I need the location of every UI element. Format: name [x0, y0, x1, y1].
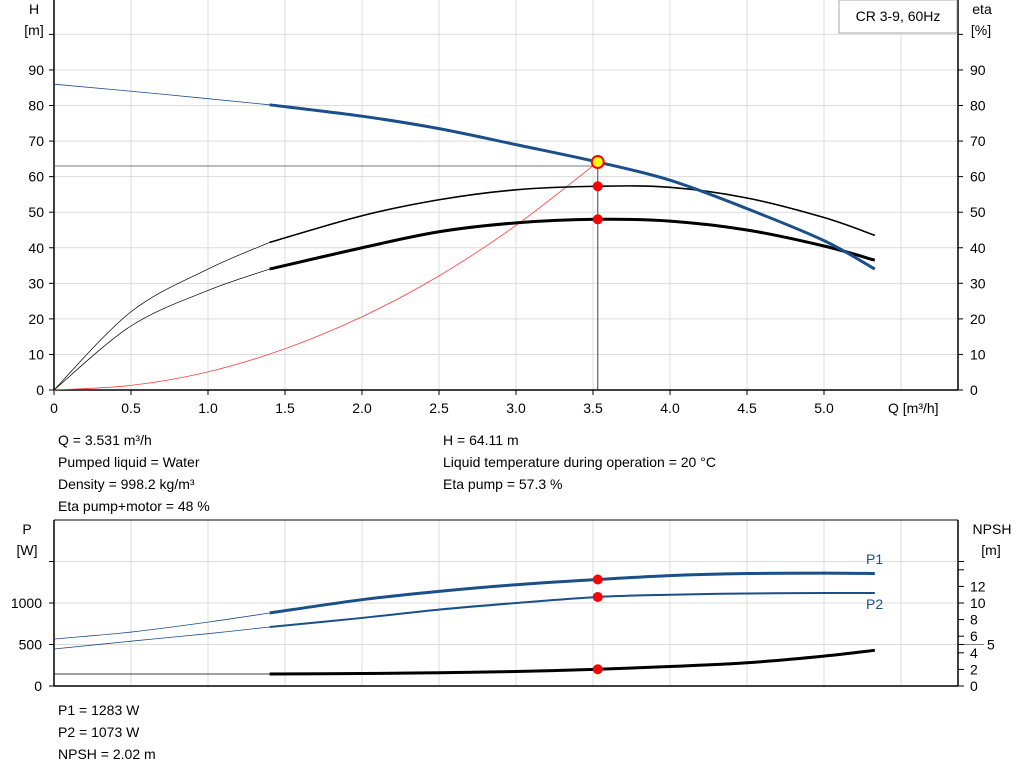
- y-tick-label: 90: [28, 62, 44, 78]
- legend-box: [838, 0, 958, 34]
- y-tick-label: 70: [28, 133, 44, 149]
- npsh-point: [592, 664, 603, 675]
- eta-pump-curve: [269, 185, 876, 244]
- x-tick-label: 4.5: [737, 400, 757, 416]
- info-liquid: Pumped liquid = Water: [58, 454, 200, 470]
- x-tick-label: 3.5: [583, 400, 603, 416]
- info-temperature: Liquid temperature during operation = 20…: [443, 454, 716, 470]
- chart-title: CR 3-9, 60Hz: [856, 8, 941, 24]
- x-tick-label: 3.0: [506, 400, 526, 416]
- p-axis-label: P: [22, 521, 31, 537]
- y-tick-label: 80: [28, 98, 44, 114]
- p1-thin: [53, 612, 270, 640]
- info-p1: P1 = 1283 W: [58, 702, 140, 718]
- y-right-tick-label: 50: [970, 204, 986, 220]
- p2-thin: [53, 626, 270, 650]
- npsh-tick-label: 4: [970, 645, 978, 661]
- p-axis-unit: [W]: [17, 542, 38, 558]
- y-tick-label: 40: [28, 240, 44, 256]
- x-tick-label: 0.5: [121, 400, 141, 416]
- p1-point: [592, 574, 603, 585]
- x-tick-label: 0: [50, 400, 58, 416]
- y-right-tick-label: 70: [970, 133, 986, 149]
- info-col2: H = 64.11 m Liquid temperature during op…: [443, 429, 716, 495]
- p2-curve: [269, 592, 875, 628]
- info-eta-pump: Eta pump = 57.3 %: [443, 476, 563, 492]
- info-h: H = 64.11 m: [443, 432, 519, 448]
- duty-point: [590, 155, 605, 170]
- info-q: Q = 3.531 m³/h: [58, 432, 152, 448]
- info-bottom: P1 = 1283 W P2 = 1073 W NPSH = 2.02 m: [58, 699, 156, 765]
- y-right-tick-label: 80: [970, 98, 986, 114]
- npsh-curve: [269, 648, 875, 676]
- info-col1: Q = 3.531 m³/h Pumped liquid = Water Den…: [58, 429, 210, 517]
- y-axis-unit: [m]: [24, 22, 43, 38]
- p-tick-label: 1000: [11, 595, 42, 611]
- y-right-tick-label: 40: [970, 240, 986, 256]
- npsh-tick-label: 5: [987, 637, 995, 653]
- eta-pump-motor-point: [592, 214, 603, 225]
- y-tick-label: 60: [28, 169, 44, 185]
- y-right-tick-label: 60: [970, 169, 986, 185]
- eta-pump-thin: [53, 242, 270, 391]
- y-right-tick-label: 30: [970, 275, 986, 291]
- y-right-tick-label: 90: [970, 62, 986, 78]
- y-right-axis-unit: [%]: [971, 22, 991, 38]
- x-axis-label: Q [m³/h]: [888, 400, 939, 416]
- y-right-tick-label: 0: [970, 382, 978, 398]
- eta-pump-motor-thin: [53, 268, 270, 391]
- y-axis-label: H: [29, 1, 39, 17]
- p1-label: P1: [866, 551, 883, 567]
- npsh-axis-label: NPSH: [973, 521, 1012, 537]
- y-tick-label: 20: [28, 311, 44, 327]
- p-tick-label: 500: [19, 637, 43, 653]
- npsh-tick-label: 6: [970, 628, 978, 644]
- eta-pump-motor-curve: [269, 217, 876, 271]
- y-tick-label: 30: [28, 275, 44, 291]
- npsh-tick-label: 0: [970, 678, 978, 694]
- info-density: Density = 998.2 kg/m³: [58, 476, 195, 492]
- x-tick-label: 2.0: [352, 400, 372, 416]
- p2-point: [592, 591, 603, 602]
- x-tick-label: 2.5: [429, 400, 449, 416]
- npsh-axis-unit: [m]: [981, 542, 1000, 558]
- x-tick-label: 5.0: [814, 400, 834, 416]
- info-eta-pump-motor: Eta pump+motor = 48 %: [58, 498, 210, 514]
- y-tick-label: 0: [36, 382, 44, 398]
- y-tick-label: 10: [28, 346, 44, 362]
- p2-label: P2: [866, 596, 883, 612]
- head-thin: [53, 83, 270, 106]
- eta-pump-point: [592, 181, 603, 192]
- npsh-tick-label: 2: [970, 661, 978, 677]
- npsh-tick-label: 8: [970, 612, 978, 628]
- y-right-axis-label: eta: [972, 1, 992, 17]
- y-right-tick-label: 10: [970, 346, 986, 362]
- x-tick-label: 1.0: [198, 400, 218, 416]
- x-tick-label: 1.5: [275, 400, 295, 416]
- x-tick-label: 4.0: [660, 400, 680, 416]
- npsh-tick-label: 10: [970, 595, 986, 611]
- system-curve: [53, 161, 599, 391]
- npsh-tick-label: 12: [970, 578, 986, 594]
- p-tick-label: 0: [34, 678, 42, 694]
- y-right-tick-label: 20: [970, 311, 986, 327]
- y-tick-label: 50: [28, 204, 44, 220]
- info-p2: P2 = 1073 W: [58, 724, 140, 740]
- info-npsh: NPSH = 2.02 m: [58, 746, 156, 762]
